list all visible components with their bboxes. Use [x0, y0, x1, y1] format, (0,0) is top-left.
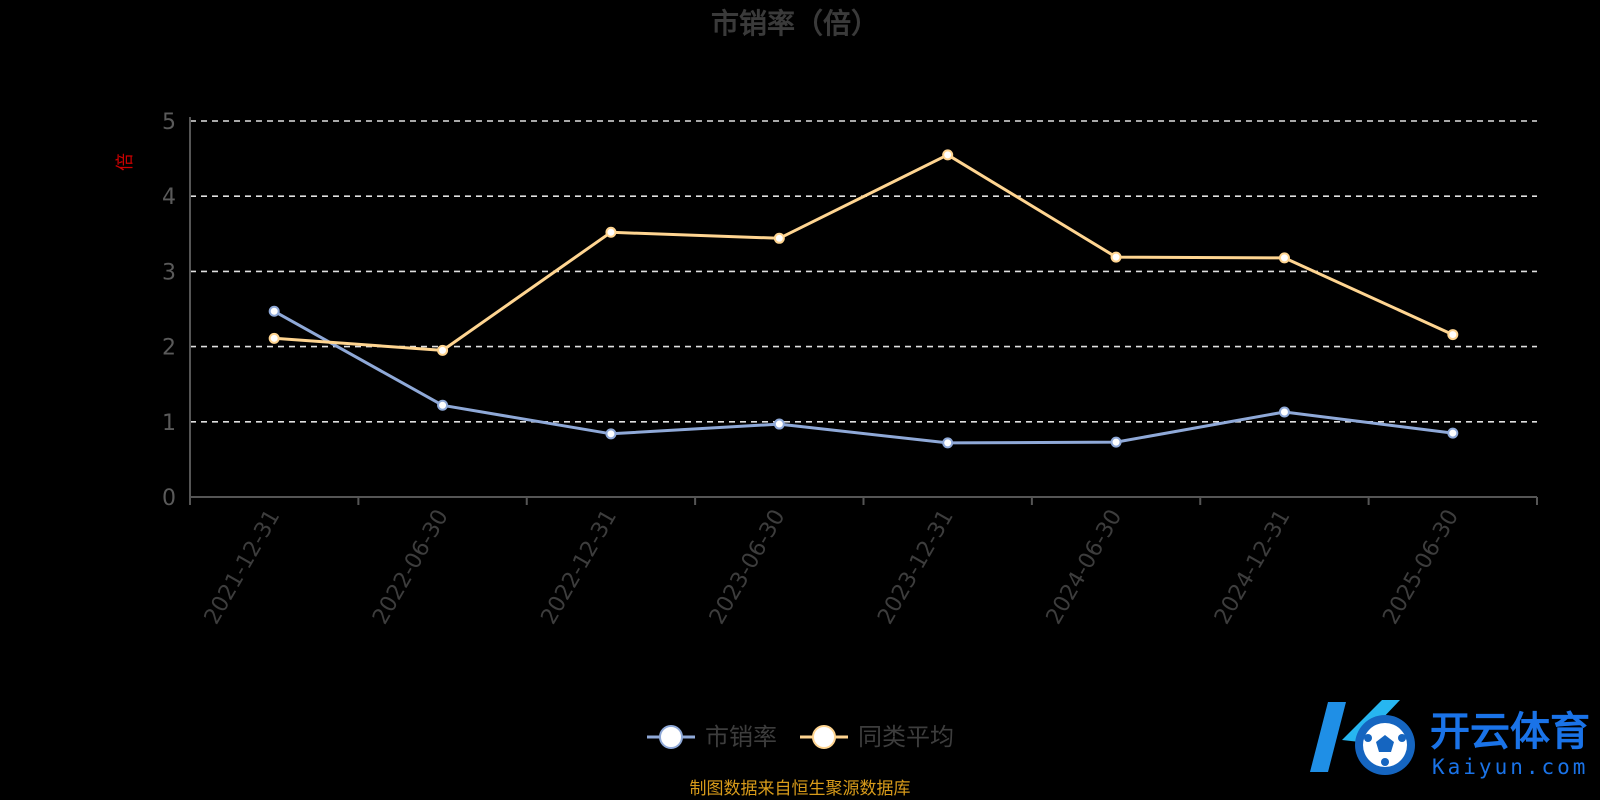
legend[interactable]: 市销率 同类平均 [647, 723, 954, 751]
y-axis-label: 倍 [115, 153, 136, 171]
series-line-1 [273, 309, 1453, 445]
series-lines [268, 149, 1459, 449]
data-source-note: 制图数据来自恒生聚源数据库 [690, 779, 911, 799]
x-tick-label: 2023-06-30 [705, 506, 791, 629]
y-tick-label: 4 [162, 185, 176, 210]
data-point[interactable] [1110, 251, 1122, 263]
data-point[interactable] [1278, 406, 1290, 418]
data-point[interactable] [1110, 436, 1122, 448]
x-tick-label: 2021-12-31 [200, 506, 286, 629]
data-point[interactable] [268, 305, 280, 317]
data-point[interactable] [605, 226, 617, 238]
x-tick-label: 2024-06-30 [1042, 506, 1128, 629]
watermark-url: Kaiyun.com [1432, 755, 1588, 779]
y-tick-label: 0 [162, 486, 176, 511]
y-tick-label: 5 [162, 110, 176, 135]
data-point[interactable] [942, 437, 954, 449]
watermark-logo: 开云体育 Kaiyun.com [1310, 700, 1590, 779]
x-tick-labels: 2021-12-31 2022-06-30 2022-12-31 2023-06-30… [200, 506, 1464, 629]
watermark-brand: 开云体育 [1430, 709, 1590, 755]
data-point[interactable] [1447, 427, 1459, 439]
legend-label: 市销率 [705, 723, 777, 751]
data-point[interactable] [1278, 252, 1290, 264]
chart-title: 市销率（倍） [711, 7, 879, 40]
axes [189, 117, 1538, 505]
y-tick-label: 2 [162, 336, 176, 361]
legend-item-1[interactable]: 市销率 [647, 723, 777, 751]
data-point[interactable] [437, 344, 449, 356]
y-tick-label: 3 [162, 260, 176, 285]
data-point[interactable] [773, 232, 785, 244]
legend-label: 同类平均 [858, 723, 954, 751]
y-tick-labels: 0 1 2 3 4 5 [162, 110, 176, 511]
data-point[interactable] [605, 428, 617, 440]
x-tick-label: 2025-06-30 [1378, 506, 1464, 629]
x-tick-label: 2023-12-31 [873, 506, 959, 629]
data-point[interactable] [437, 399, 449, 411]
legend-swatch-marker [659, 725, 683, 749]
data-point[interactable] [268, 332, 280, 344]
data-point[interactable] [942, 149, 954, 161]
data-point[interactable] [773, 418, 785, 430]
legend-swatch-marker [812, 725, 836, 749]
y-tick-label: 1 [162, 411, 176, 436]
legend-item-2[interactable]: 同类平均 [800, 723, 954, 751]
data-point[interactable] [1447, 329, 1459, 341]
gridlines [190, 120, 1537, 423]
x-tick-label: 2022-06-30 [368, 506, 454, 629]
kaiyun-logo-icon [1310, 700, 1415, 775]
series-line-2 [274, 153, 1454, 352]
x-tick-label: 2024-12-31 [1210, 506, 1296, 629]
x-tick-label: 2022-12-31 [537, 506, 623, 629]
